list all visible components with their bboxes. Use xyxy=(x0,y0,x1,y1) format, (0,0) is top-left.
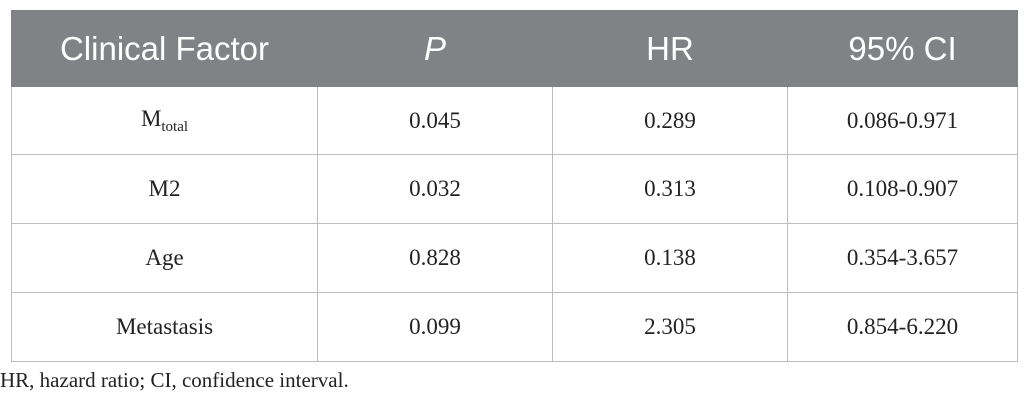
header-confidence-interval: 95% CI xyxy=(787,10,1018,87)
cell-hazard-ratio: 0.138 xyxy=(552,223,788,293)
factor-name: M xyxy=(140,105,162,131)
results-table-container: Clinical Factor P HR 95% CI Mtotal 0.045… xyxy=(11,10,1018,362)
cell-confidence-interval: 0.086-0.971 xyxy=(787,86,1018,155)
cell-hazard-ratio: 0.289 xyxy=(552,86,788,155)
table-header-row: Clinical Factor P HR 95% CI xyxy=(11,10,1018,87)
table-row: Metastasis 0.099 2.305 0.854-6.220 xyxy=(11,292,1018,362)
table-row: Age 0.828 0.138 0.354-3.657 xyxy=(11,223,1018,293)
cell-clinical-factor: Age xyxy=(11,223,318,293)
cell-clinical-factor: Metastasis xyxy=(11,292,318,362)
cell-p-value: 0.828 xyxy=(317,223,553,293)
header-clinical-factor: Clinical Factor xyxy=(11,10,318,87)
cell-hazard-ratio: 2.305 xyxy=(552,292,788,362)
table-row: Mtotal 0.045 0.289 0.086-0.971 xyxy=(11,86,1018,155)
cell-p-value: 0.032 xyxy=(317,154,553,224)
factor-subscript: total xyxy=(161,118,189,135)
table-footnote: HR, hazard ratio; CI, confidence interva… xyxy=(0,368,349,392)
table-row: M2 0.032 0.313 0.108-0.907 xyxy=(11,154,1018,224)
cox-regression-table: Clinical Factor P HR 95% CI Mtotal 0.045… xyxy=(11,10,1018,362)
cell-confidence-interval: 0.854-6.220 xyxy=(787,292,1018,362)
header-hazard-ratio: HR xyxy=(552,10,788,87)
cell-p-value: 0.099 xyxy=(317,292,553,362)
cell-clinical-factor: M2 xyxy=(11,154,318,224)
cell-p-value: 0.045 xyxy=(317,86,553,155)
cell-clinical-factor: Mtotal xyxy=(11,86,318,155)
cell-confidence-interval: 0.354-3.657 xyxy=(787,223,1018,293)
header-p-value: P xyxy=(317,10,553,87)
cell-hazard-ratio: 0.313 xyxy=(552,154,788,224)
cell-confidence-interval: 0.108-0.907 xyxy=(787,154,1018,224)
